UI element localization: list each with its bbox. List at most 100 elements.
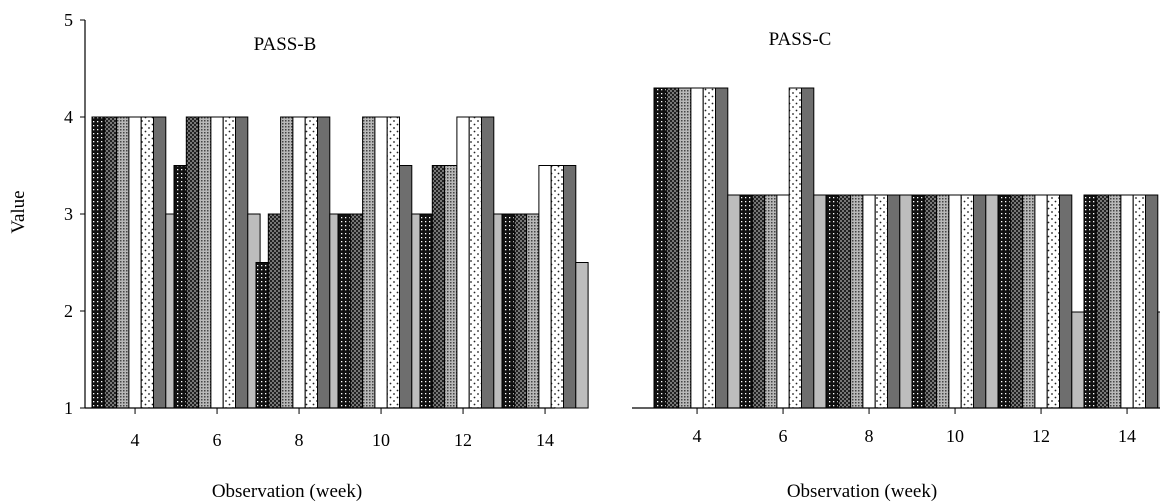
y-tick-label-2: 2 (64, 301, 73, 321)
bar-week-14-series-4 (1120, 194, 1134, 409)
y-tick-label-1: 1 (64, 398, 73, 418)
y-tick-label-4: 4 (64, 107, 73, 127)
bar-week-14-series-3 (526, 213, 540, 409)
bar-week-12-series-2 (431, 165, 446, 409)
bar-week-10-series-4 (948, 194, 962, 409)
x-tick-label-12: 12 (454, 430, 472, 450)
bar-week-10-series-2 (923, 194, 938, 409)
x-tick-label-4: 4 (693, 426, 702, 446)
bar-week-4-series-2 (103, 116, 118, 409)
bar-week-14-series-2 (1095, 194, 1110, 409)
bar-week-14-series-1 (1083, 194, 1097, 409)
bar-week-14-series-6 (1145, 194, 1159, 409)
bar-week-12-series-4 (1034, 194, 1048, 409)
bar-week-4-series-7 (727, 194, 741, 409)
bar-week-12-series-5 (1046, 194, 1060, 409)
bar-week-8-series-3 (280, 116, 294, 409)
bar-week-4-series-4 (128, 116, 142, 409)
bar-week-8-series-1 (255, 262, 269, 409)
bar-week-10-series-5 (386, 116, 401, 409)
bar-week-12-series-7 (1071, 311, 1085, 409)
bar-week-4-series-2 (665, 87, 680, 409)
bar-week-8-series-4 (292, 116, 306, 409)
bar-week-12-series-4 (456, 116, 470, 409)
bar-week-14-series-6 (563, 165, 577, 409)
x-tick-label-8: 8 (865, 426, 874, 446)
bar-week-12-series-5 (468, 116, 483, 409)
bar-week-6-series-5 (788, 87, 803, 409)
bar-week-6-series-4 (776, 194, 790, 409)
bar-week-10-series-3 (936, 194, 950, 409)
y-tick-label-5: 5 (64, 10, 73, 30)
bar-week-14-series-2 (513, 213, 528, 409)
bar-week-10-series-6 (399, 165, 413, 409)
x-tick-label-6: 6 (779, 426, 788, 446)
bar-week-14-series-4 (538, 165, 552, 409)
x-tick-label-10: 10 (946, 426, 964, 446)
y-tick-label-3: 3 (64, 204, 73, 224)
bar-week-8-series-5 (304, 116, 319, 409)
bar-week-4-series-6 (715, 87, 729, 409)
bar-week-6-series-3 (198, 116, 212, 409)
bar-week-6-series-6 (235, 116, 249, 409)
bar-week-4-series-5 (140, 116, 154, 409)
x-axis-title: Observation (week) (212, 481, 362, 502)
bar-week-8-series-1 (825, 194, 839, 409)
x-tick-label-6: 6 (213, 430, 222, 450)
bar-week-14-series-3 (1108, 194, 1122, 409)
bar-week-12-series-3 (1022, 194, 1036, 409)
x-tick-label-14: 14 (536, 430, 554, 450)
bar-week-6-series-4 (210, 116, 224, 409)
bar-week-14-series-1 (501, 213, 515, 409)
bar-week-14-series-7 (1157, 311, 1160, 409)
bar-week-12-series-6 (481, 116, 495, 409)
bar-week-6-series-2 (751, 194, 766, 409)
bar-week-4-series-1 (653, 87, 667, 409)
bar-week-10-series-2 (349, 213, 364, 409)
bar-week-4-series-3 (116, 116, 130, 409)
bar-week-14-series-5 (1132, 194, 1146, 409)
bar-week-12-series-1 (997, 194, 1011, 409)
bar-week-10-series-6 (973, 194, 987, 409)
bar-week-6-series-5 (222, 116, 236, 409)
bar-week-4-series-5 (702, 87, 717, 409)
bar-week-4-series-1 (91, 116, 105, 409)
x-tick-label-12: 12 (1032, 426, 1050, 446)
x-tick-label-4: 4 (131, 430, 140, 450)
bar-week-8-series-4 (862, 194, 876, 409)
bar-week-6-series-7 (813, 194, 827, 409)
bar-week-8-series-2 (267, 213, 282, 409)
bar-week-6-series-1 (739, 194, 753, 409)
bar-week-8-series-2 (837, 194, 852, 409)
bar-week-10-series-3 (362, 116, 376, 409)
bar-week-12-series-3 (444, 165, 458, 409)
bar-week-10-series-5 (960, 194, 975, 409)
bar-week-6-series-6 (801, 87, 815, 409)
panel-title: PASS-C (769, 29, 832, 50)
bar-week-10-series-1 (911, 194, 925, 409)
bar-week-4-series-3 (678, 87, 692, 409)
bar-week-12-series-1 (419, 213, 433, 409)
bar-week-8-series-5 (874, 194, 889, 409)
bar-week-12-series-2 (1009, 194, 1024, 409)
bar-week-8-series-7 (899, 194, 913, 409)
y-axis-title: Value (8, 190, 29, 233)
bar-week-6-series-2 (185, 116, 200, 409)
bar-week-4-series-4 (690, 87, 704, 409)
bar-week-14-series-7 (575, 262, 589, 409)
bar-week-12-series-6 (1059, 194, 1073, 409)
bar-week-6-series-1 (173, 165, 187, 409)
x-tick-label-8: 8 (295, 430, 304, 450)
bar-week-10-series-1 (337, 213, 351, 409)
bar-week-14-series-5 (550, 165, 565, 409)
panel-title: PASS-B (254, 34, 317, 55)
x-axis-title: Observation (week) (787, 481, 937, 502)
bar-week-8-series-3 (850, 194, 864, 409)
chart-panel-pass-c: 4 6 8 10 12 14 PASS-C Observation (week) (632, 29, 1160, 502)
bar-week-8-series-6 (887, 194, 901, 409)
bar-week-10-series-4 (374, 116, 388, 409)
bar-week-6-series-3 (764, 194, 778, 409)
bar-week-10-series-7 (985, 194, 999, 409)
